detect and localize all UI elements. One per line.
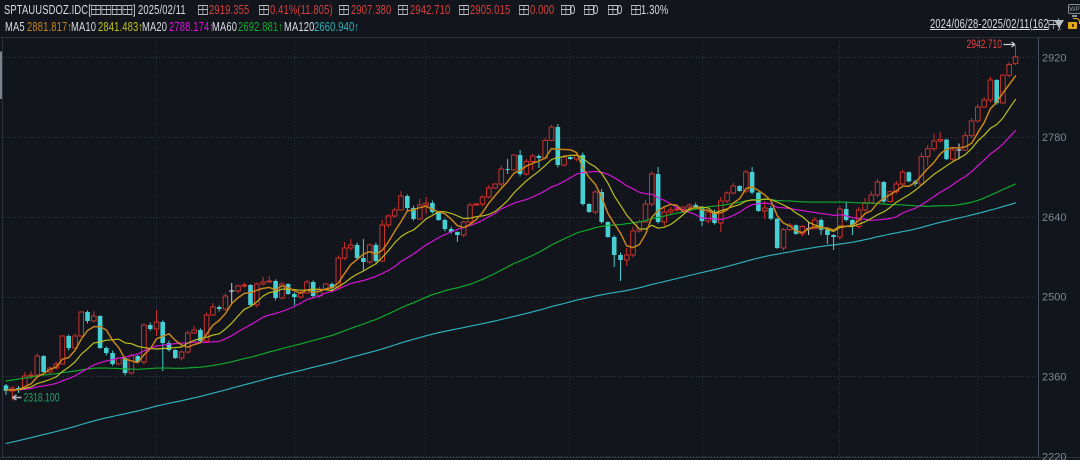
svg-text:2220: 2220 (1042, 451, 1066, 460)
svg-text:2360: 2360 (1042, 372, 1066, 384)
svg-text:2318.100: 2318.100 (24, 393, 60, 405)
svg-text:2640: 2640 (1042, 212, 1066, 224)
svg-text:2920: 2920 (1042, 52, 1066, 64)
svg-text:2780: 2780 (1042, 132, 1066, 144)
svg-text:2942.710: 2942.710 (967, 39, 1003, 51)
svg-text:2500: 2500 (1042, 292, 1066, 304)
